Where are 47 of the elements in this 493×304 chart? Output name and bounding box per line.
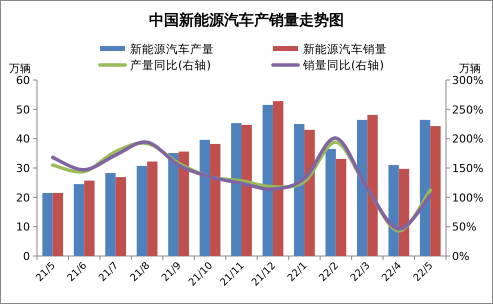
bar xyxy=(262,104,273,256)
y2-tick-label: 100% xyxy=(452,191,484,204)
bar xyxy=(84,180,95,256)
legend-label: 产量同比(右轴) xyxy=(130,58,211,72)
y-tick-label: 10 xyxy=(16,220,30,234)
bar xyxy=(231,123,242,256)
bar xyxy=(388,165,399,256)
bar xyxy=(336,158,346,256)
legend-label: 新能源汽车产量 xyxy=(130,42,214,56)
bar xyxy=(356,120,368,256)
bar xyxy=(147,162,158,256)
bar xyxy=(116,177,126,256)
bar xyxy=(304,130,315,256)
y-tick-label: 30 xyxy=(16,162,30,175)
bar xyxy=(42,192,53,256)
bar xyxy=(326,148,336,256)
bar xyxy=(136,166,148,256)
bar xyxy=(398,168,410,256)
y2-tick-label: 200% xyxy=(452,132,484,146)
y-tick-label: 40 xyxy=(16,132,30,146)
y-tick-label: 60 xyxy=(16,74,30,87)
bar xyxy=(420,120,430,256)
y2-tick-label: 0% xyxy=(452,250,470,263)
y2-tick-label: 250% xyxy=(452,103,484,116)
y2-axis-title: 万辆 xyxy=(459,62,481,75)
bar xyxy=(52,192,64,256)
bar xyxy=(367,114,378,256)
bar xyxy=(168,153,179,256)
y-tick-label: 0 xyxy=(23,250,30,263)
y-tick-label: 20 xyxy=(16,191,30,204)
bar xyxy=(430,126,441,256)
bar xyxy=(210,144,220,256)
legend-label: 新能源汽车销量 xyxy=(303,42,387,56)
bar xyxy=(200,140,210,256)
legend-label: 销量同比(右轴) xyxy=(302,58,384,72)
chart-title: 中国新能源汽车产销量走势图 xyxy=(149,11,344,29)
y-tick-label: 50 xyxy=(16,103,30,116)
y2-tick-label: 50% xyxy=(452,220,476,234)
y-axis-title: 万辆 xyxy=(9,62,31,75)
bar xyxy=(105,172,116,256)
bar xyxy=(178,152,189,256)
y2-tick-label: 300% xyxy=(452,74,484,87)
bar xyxy=(74,184,84,256)
y2-tick-label: 150% xyxy=(452,162,484,175)
bar xyxy=(294,124,304,256)
bar xyxy=(272,101,284,256)
bar xyxy=(242,124,252,256)
